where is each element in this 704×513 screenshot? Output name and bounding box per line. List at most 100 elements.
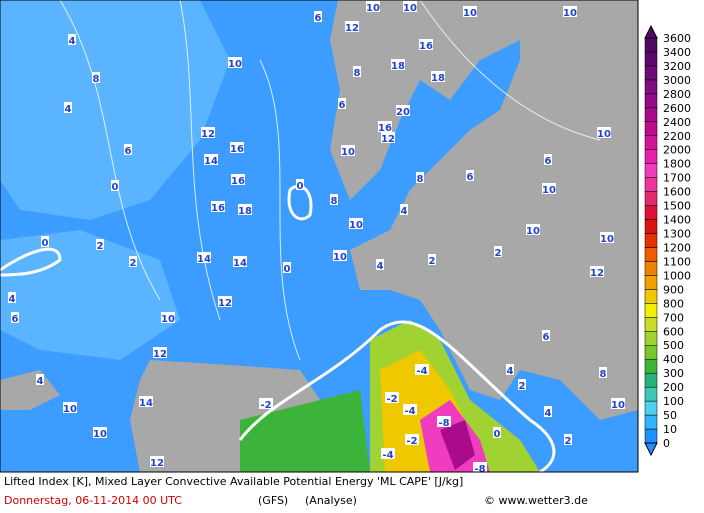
- contour-label-bg: [8, 292, 16, 303]
- contour-label: 14: [197, 254, 211, 265]
- colorbar-band: [644, 400, 658, 416]
- contour-label-bg: [150, 456, 164, 467]
- colorbar-band: [644, 289, 658, 304]
- contour-label: 6: [339, 100, 346, 111]
- footer-mode: (Analyse): [305, 494, 357, 507]
- contour-label-bg: [330, 194, 338, 205]
- contour-label-bg: [36, 374, 44, 385]
- contour-label-bg: [314, 11, 322, 22]
- colorbar-band: [644, 247, 658, 262]
- contour-label-bg: [381, 132, 395, 143]
- colorbar-band: [644, 163, 658, 178]
- contour-label: 10: [333, 252, 347, 263]
- contour-label-bg: [366, 1, 380, 12]
- contour-label: 4: [37, 376, 44, 387]
- zero-contour: [238, 320, 556, 474]
- contour-label: 10: [611, 400, 625, 411]
- contour-label-bg: [161, 312, 175, 323]
- contour-label: 6: [12, 314, 19, 325]
- contour-label-bg: [139, 396, 153, 407]
- contour-label: 6: [545, 156, 552, 167]
- contour-label-bg: [542, 330, 550, 341]
- contour-label-bg: [494, 246, 502, 257]
- contour-label-bg: [473, 462, 487, 473]
- colorbar-label: 500: [663, 339, 684, 352]
- contour-label-bg: [526, 224, 540, 235]
- colorbar-label: 2200: [663, 130, 691, 143]
- contour-label: 10: [563, 8, 577, 19]
- footer-credit: © www.wetter3.de: [484, 494, 588, 507]
- colorbar-band: [644, 414, 658, 430]
- colorbar-label: 900: [663, 283, 684, 296]
- colorbar-label: 2800: [663, 88, 691, 101]
- contour-label-bg: [600, 232, 614, 243]
- footer-model: (GFS): [258, 494, 288, 507]
- land-islands: [0, 370, 60, 410]
- contour-label-bg: [129, 256, 137, 267]
- contour-label-bg: [341, 145, 355, 156]
- contour-label-bg: [611, 398, 625, 409]
- contour-label: 2: [495, 248, 502, 259]
- contour-label-bg: [124, 144, 132, 155]
- light-blue-area: [0, 0, 230, 220]
- contour-label: 8: [417, 174, 424, 185]
- colorbar-band: [644, 205, 658, 220]
- map-frame: [0, 0, 639, 473]
- contour-label: 4: [401, 206, 408, 217]
- contour-label-bg: [41, 236, 49, 247]
- contour-label: 10: [93, 429, 107, 440]
- contour-label: 10: [526, 226, 540, 237]
- colorbar-band: [644, 372, 658, 388]
- contour-label: 12: [218, 298, 232, 309]
- contour-label-bg: [333, 250, 347, 261]
- colorbar-label: 1500: [663, 200, 691, 213]
- colorbar-band: [644, 51, 658, 67]
- contour-label-bg: [391, 59, 405, 70]
- colorbar: 0105010020030040050060070080090010001100…: [644, 24, 691, 457]
- colorbar-band: [644, 107, 658, 123]
- cape-green-area: [240, 390, 370, 472]
- contour-label-bg: [197, 252, 211, 263]
- contour-label-bg: [353, 66, 361, 77]
- colorbar-top-arrow: [644, 24, 658, 39]
- contour-label: 16: [211, 203, 225, 214]
- colorbar-label: 3000: [663, 74, 691, 87]
- contour-label-bg: [338, 98, 346, 109]
- contour-label: 10: [403, 3, 417, 14]
- contour-label-bg: [93, 427, 107, 438]
- contour-label: 10: [463, 8, 477, 19]
- colorbar-band: [644, 93, 658, 109]
- contour-label: 12: [153, 349, 167, 360]
- contour-label: 10: [161, 314, 175, 325]
- contour-label-bg: [201, 127, 215, 138]
- colorbar-label: 800: [663, 297, 684, 310]
- contour-label: 2: [519, 381, 526, 392]
- colorbar-band: [644, 149, 658, 164]
- contour-label: 4: [507, 366, 514, 377]
- contour-label: -2: [386, 394, 397, 405]
- colorbar-band: [644, 37, 658, 53]
- contour-label: 4: [377, 261, 384, 272]
- colorbar-label: 2400: [663, 116, 691, 129]
- colorbar-band: [644, 191, 658, 206]
- land-scandinavia: [330, 0, 520, 200]
- contour-label-bg: [96, 239, 104, 250]
- contour-label-bg: [211, 201, 225, 212]
- colorbar-band: [644, 79, 658, 95]
- colorbar-label: 200: [663, 381, 684, 394]
- land-iberia: [130, 360, 320, 472]
- contour-label: 2: [130, 258, 137, 269]
- colorbar-band: [644, 331, 658, 346]
- contour-label-bg: [231, 174, 245, 185]
- contour-label: 8: [354, 68, 361, 79]
- contour-label-bg: [405, 434, 419, 445]
- colorbar-label: 3200: [663, 60, 691, 73]
- contour-label-bg: [153, 347, 167, 358]
- contour-label-bg: [590, 266, 604, 277]
- contour-label: 12: [201, 129, 215, 140]
- contour-label: 4: [65, 104, 72, 115]
- contour-label-bg: [68, 34, 76, 45]
- colorbar-band: [644, 428, 658, 444]
